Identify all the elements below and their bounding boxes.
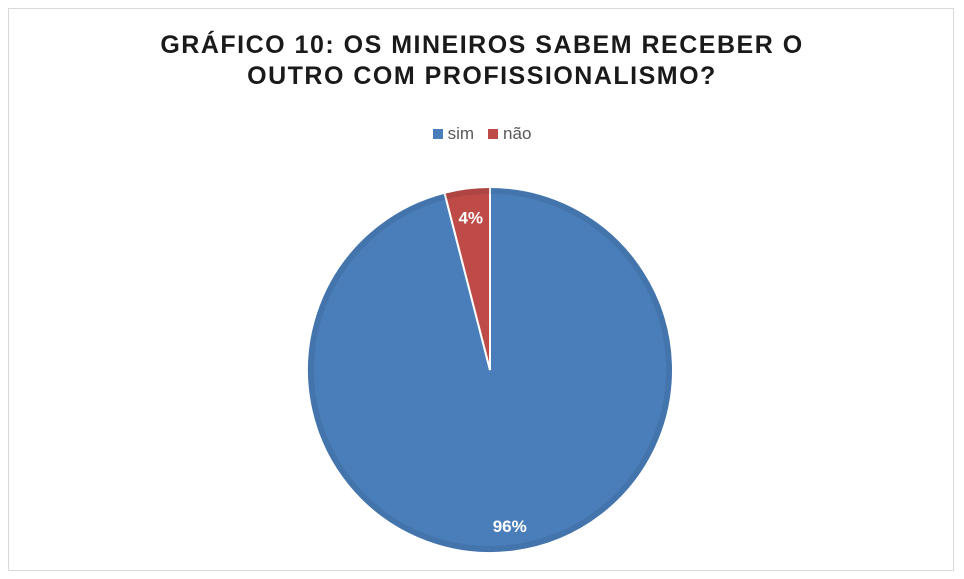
pie-bevel <box>308 188 672 552</box>
legend-label-sim: sim <box>447 124 475 143</box>
chart-title-line-1: GRÁFICO 10: OS MINEIROS SABEM RECEBER O <box>160 31 804 59</box>
data-label-sim: 96% <box>493 517 527 536</box>
chart-title: GRÁFICO 10: OS MINEIROS SABEM RECEBER O … <box>0 30 964 92</box>
data-label-nao: 4% <box>458 208 483 227</box>
legend-label-nao: não <box>503 124 532 143</box>
pie-slice-nao <box>443 185 491 371</box>
chart-title-line-2: OUTRO COM PROFISSIONALISMO? <box>247 62 717 90</box>
legend: sim não <box>0 124 964 144</box>
legend-item-sim: sim <box>432 124 475 144</box>
legend-swatch-sim <box>432 129 443 139</box>
legend-swatch-nao <box>488 129 499 139</box>
legend-item-nao: não <box>488 124 531 144</box>
